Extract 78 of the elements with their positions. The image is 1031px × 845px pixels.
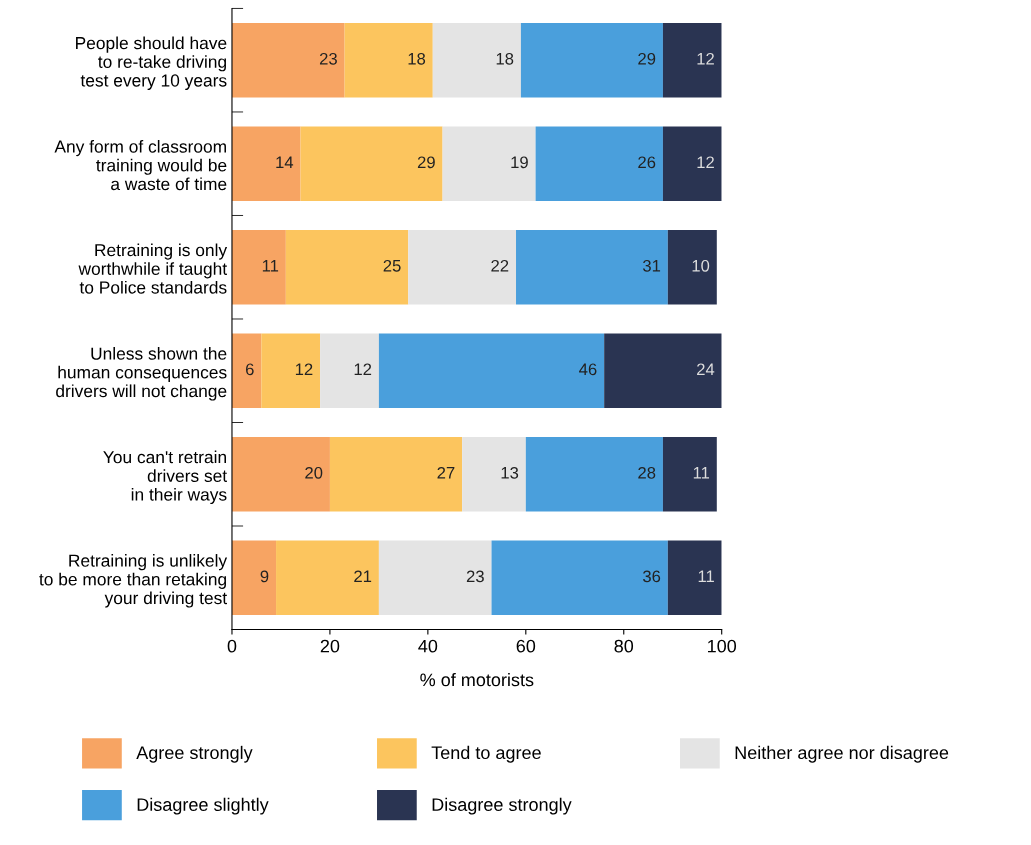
y-tick-label: Retraining is unlikely to be more than retaking your driving test xyxy=(39,554,228,608)
bar xyxy=(378,333,605,409)
bar xyxy=(378,540,492,616)
bar xyxy=(231,126,301,201)
data-label: 20 xyxy=(305,466,323,479)
legend-label: Disagree slightly xyxy=(137,797,269,815)
legend-label: Tend to agree xyxy=(431,745,541,763)
data-label: 26 xyxy=(638,156,656,169)
bar xyxy=(261,333,321,409)
bar xyxy=(300,126,443,201)
data-label: 29 xyxy=(417,156,435,169)
data-label: 12 xyxy=(697,156,714,169)
bar xyxy=(231,229,286,305)
data-label: 23 xyxy=(466,570,484,583)
y-tick-label: Retraining is only worthwhile if taught to Police standards xyxy=(78,243,228,294)
y-tick-label: Any form of classroom training would be a waste of time xyxy=(54,139,227,191)
bar xyxy=(231,540,277,616)
x-tick-label: 60 xyxy=(516,639,536,653)
bar xyxy=(667,540,722,616)
bar xyxy=(320,333,379,409)
data-label: 24 xyxy=(697,363,715,376)
bar xyxy=(432,22,521,98)
bar xyxy=(491,540,668,616)
bar xyxy=(408,229,517,305)
y-tick-label: People should have to re-take driving test every 10 years xyxy=(76,36,227,91)
data-label: 13 xyxy=(501,466,519,479)
bar xyxy=(344,22,433,98)
bar xyxy=(231,333,262,409)
x-tick-label: 80 xyxy=(614,639,634,653)
data-label: 27 xyxy=(437,466,455,479)
legend-label: Agree strongly xyxy=(136,745,253,763)
data-label: 36 xyxy=(642,570,661,583)
x-tick-label: 20 xyxy=(320,639,340,653)
x-axis-title: % of motorists xyxy=(420,673,534,687)
legend-label: Neither agree nor disagree xyxy=(735,745,949,763)
x-tick-label: 100 xyxy=(708,639,737,653)
bar xyxy=(231,22,345,98)
bar xyxy=(662,436,717,512)
bar xyxy=(442,126,536,201)
bar xyxy=(520,22,663,98)
data-label: 25 xyxy=(383,259,401,272)
data-label: 12 xyxy=(697,52,714,65)
bar xyxy=(516,229,668,305)
data-label: 18 xyxy=(496,52,514,65)
data-label: 31 xyxy=(642,259,661,272)
data-label: 11 xyxy=(698,570,714,583)
data-label: 11 xyxy=(262,260,279,272)
data-label: 11 xyxy=(693,467,710,479)
data-label: 6 xyxy=(245,363,254,376)
bar xyxy=(604,333,722,409)
data-label: 12 xyxy=(295,363,313,376)
bar xyxy=(525,436,663,512)
bar xyxy=(662,22,722,98)
data-label: 14 xyxy=(276,156,294,169)
bar xyxy=(667,229,717,305)
bar xyxy=(535,126,663,201)
legend-label: Disagree strongly xyxy=(432,797,572,815)
data-label: 19 xyxy=(511,156,528,169)
bar xyxy=(329,436,463,512)
data-label: 21 xyxy=(354,570,372,583)
data-label: 18 xyxy=(408,52,426,65)
bar xyxy=(276,540,379,616)
y-tick-label: Unless shown the human consequences drivers will not change xyxy=(56,347,227,401)
y-tick-label: You can't retrain drivers set in their ways xyxy=(103,450,227,505)
bar xyxy=(662,126,722,201)
data-label: 22 xyxy=(491,259,509,272)
data-label: 29 xyxy=(638,52,656,65)
data-label: 28 xyxy=(638,466,656,479)
bar xyxy=(462,436,526,512)
x-tick-label: 0 xyxy=(227,639,237,653)
data-label: 9 xyxy=(260,570,269,583)
bar xyxy=(231,436,330,512)
x-tick-label: 40 xyxy=(418,639,438,653)
data-label: 46 xyxy=(579,363,597,376)
data-label: 23 xyxy=(319,52,337,65)
data-label: 12 xyxy=(354,363,372,376)
data-label: 10 xyxy=(692,259,710,272)
bar xyxy=(285,229,409,305)
